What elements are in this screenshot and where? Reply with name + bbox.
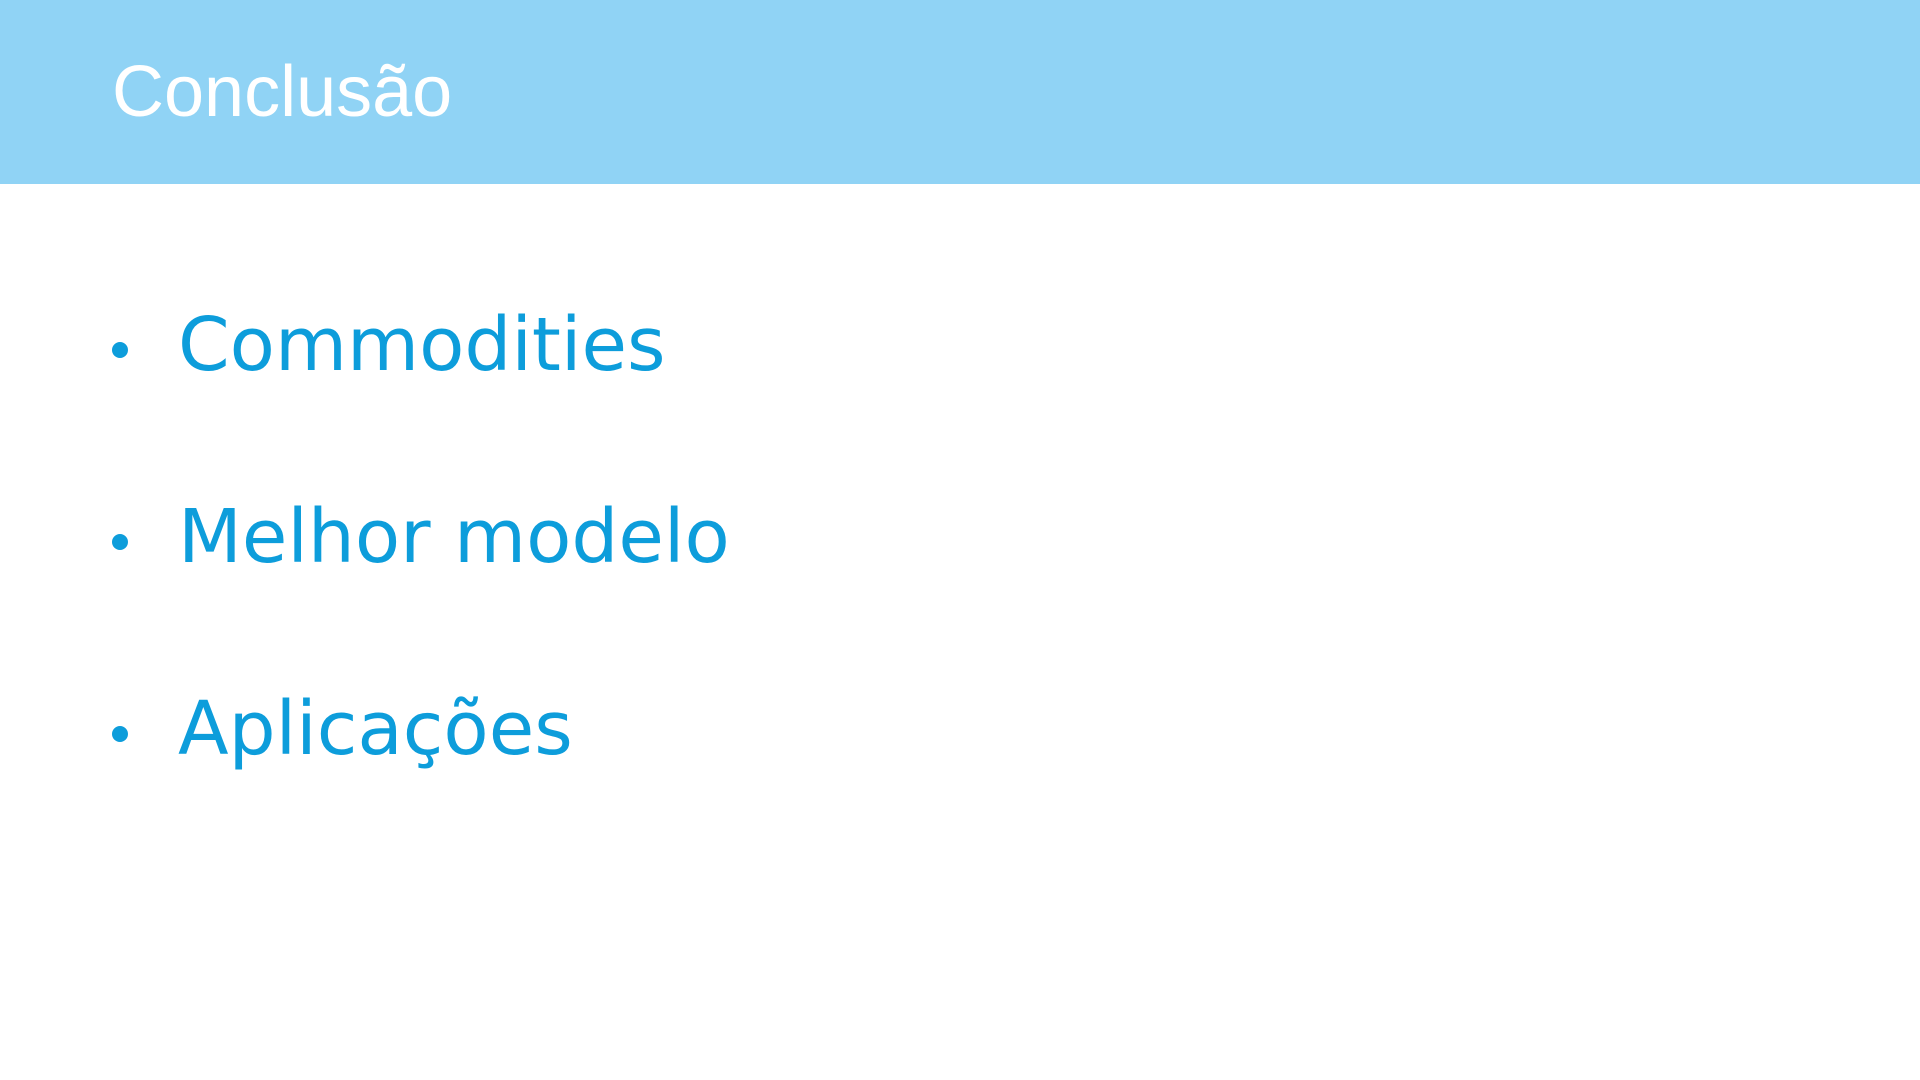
- bullet-list: Commodities Melhor modelo Aplicações: [112, 295, 730, 871]
- bullet-item-aplicacoes: Aplicações: [112, 679, 730, 871]
- slide-title: Conclusão: [112, 52, 453, 132]
- bullet-item-melhor-modelo: Melhor modelo: [112, 487, 730, 679]
- title-bar: Conclusão: [0, 0, 1920, 184]
- bullet-dot-icon: [112, 726, 128, 742]
- bullet-dot-icon: [112, 534, 128, 550]
- bullet-dot-icon: [112, 342, 128, 358]
- bullet-item-commodities: Commodities: [112, 295, 730, 487]
- bullet-text: Melhor modelo: [178, 494, 730, 580]
- bullet-text: Aplicações: [178, 686, 573, 772]
- bullet-text: Commodities: [178, 302, 666, 388]
